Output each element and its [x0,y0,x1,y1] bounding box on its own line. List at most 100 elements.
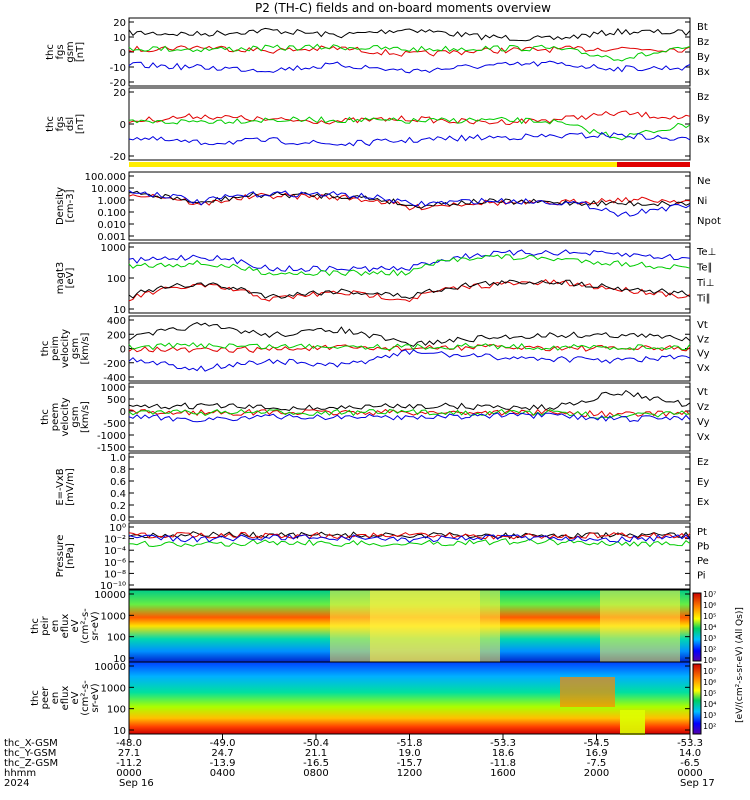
legend-Npot: Npot [697,216,721,227]
legend-Ni: Ni [697,196,707,207]
colorbar-tick: 10⁵ [703,689,716,698]
y-tick-label: 10 [113,654,126,665]
x-row-value: -53.3 [677,738,703,749]
legend-Vx: Vx [697,432,710,443]
y-axis-label-line: [km/s] [80,401,91,433]
legend-Ex: Ex [697,497,709,508]
x-row-value: -13.9 [210,758,236,769]
y-axis-label-line: [eV] [65,268,76,289]
series-Bx [128,131,691,147]
y-axis-label-line: eflux [60,686,71,711]
x-row-value: 0800 [303,768,328,779]
panel-frame [128,242,691,314]
y-axis-label-line: thc [40,341,51,357]
legend-Ey: Ey [697,477,709,488]
series-Bz [128,45,691,57]
x-row-value: -50.4 [303,738,329,749]
y-tick-label: 0.010 [97,220,126,231]
legend-Te⊥: Te⊥ [696,247,716,258]
y-axis-label-line: velocity [60,329,71,368]
y-tick-label: 10⁰ [109,523,126,534]
colorbar-tick: 10⁵ [703,612,716,621]
y-tick-label: -20 [110,78,126,89]
y-tick-label: 10⁻⁶ [104,558,126,569]
y-axis-label-line: peir [40,615,51,635]
y-axis-label: Pressure[nPa] [55,535,76,578]
y-tick-label: 10000 [94,662,126,673]
y-axis-label-line: thc [40,409,51,425]
y-axis-label: thcfgsgsm[nT] [45,41,86,62]
y-tick-label: 200 [107,330,126,341]
y-axis-label-line: gsm [70,406,81,427]
panels: 20100-10-20thcfgsgsm[nT]BtBzByBx200-20th… [30,17,721,737]
colorbar-tick: 10² [703,722,716,731]
series-Pi [128,534,691,543]
legend-Ez: Ez [697,457,709,468]
y-tick-label: 0.2 [110,501,126,512]
y-axis-label-line: Pressure [55,535,66,578]
y-tick-label: -10 [110,63,126,74]
y-tick-label: -500 [103,419,126,430]
panel-peir_spec: 10000 1000 100 10 thcpeirenefluxeV(cm²-s-sr-… [30,589,691,665]
y-tick-label: 1000 [101,243,126,254]
x-axis-labels: thc_X-GSM -48.0 -49.0 -50.4 -51.8 -53.3 -54.5 -… [4,734,715,789]
series-Bt [128,27,691,42]
y-tick-label: 1.0 [110,453,126,464]
y-axis-label-line: sr-eV) [90,611,101,640]
y-axis-label-line: fgs [55,116,66,131]
x-row-value: 27.1 [118,748,140,759]
colorbar-tick: 10² [703,645,716,654]
y-tick-label: -1000 [97,431,126,442]
x-row-value: 2000 [584,768,609,779]
y-axis-label-line: Density [55,187,66,225]
y-axis-label: Density[cm-3] [55,187,76,225]
series-Te⊥ [128,278,691,303]
legend-Pe: Pe [697,556,709,567]
colorbar-tick: 10⁴ [703,623,716,632]
y-axis-label: thcfgsdsl[nT] [45,114,86,134]
legend-Bz: Bz [697,37,709,48]
series-Vx [128,412,691,423]
panel-frame [128,452,691,522]
colorbar-tick: 10⁶ [703,601,716,610]
ion-spectrogram-band [600,590,680,662]
y-tick-label: 0.100 [97,208,126,219]
y-axis-label-line: peem [50,403,61,431]
series-Pb [128,531,691,540]
y-axis-label-line: gsm [70,338,81,359]
y-tick-label: 20 [113,88,126,99]
series-Te∥ [128,279,691,300]
x-row-value: -7.5 [587,758,607,769]
y-axis-label: magt3[eV] [55,262,76,295]
y-axis-label-line: [cm-3] [65,189,76,222]
legend-Ti⊥: Ti⊥ [696,278,714,289]
y-tick-label: 10 [113,33,126,44]
colorbar-tick: 10⁸ [703,656,716,665]
electron-spectrogram-band [620,710,645,735]
series-Ti∥ [128,254,691,277]
series-Ne [128,192,691,211]
series-Npot [128,190,691,218]
y-tick-label: 100.000 [85,172,126,183]
y-axis-label-line: gsm [65,41,76,62]
y-tick-label: 10 [113,726,126,737]
x-row-value: -11.2 [116,758,142,769]
legend-Pb: Pb [697,542,709,553]
x-row-value: -16.5 [303,758,329,769]
date-start: Sep 16 [119,778,154,789]
y-tick-label: 1.000 [97,196,126,207]
legend-Vt: Vt [697,320,708,331]
panel-peim_vel: 400 200 0 -200 -400 thcpeimvelocitygsm[km/s] V… [40,315,710,384]
x-row-value: -48.0 [116,738,142,749]
y-tick-label: -200 [103,359,126,370]
y-axis-label: E=-VxB[mV/m] [55,468,76,506]
panel-efield: 1.00.80.60.40.20.0 E=-VxB[mV/m] Ez Ey Ex [55,452,709,524]
y-axis-label-line: [nPa] [65,543,76,569]
y-axis-label: thcpeimvelocitygsm[km/s] [40,329,91,368]
legend-Ne: Ne [697,176,711,187]
x-row-value: 0000 [677,768,702,779]
x-row-value: 18.6 [492,748,514,759]
panel-frame [128,87,691,161]
